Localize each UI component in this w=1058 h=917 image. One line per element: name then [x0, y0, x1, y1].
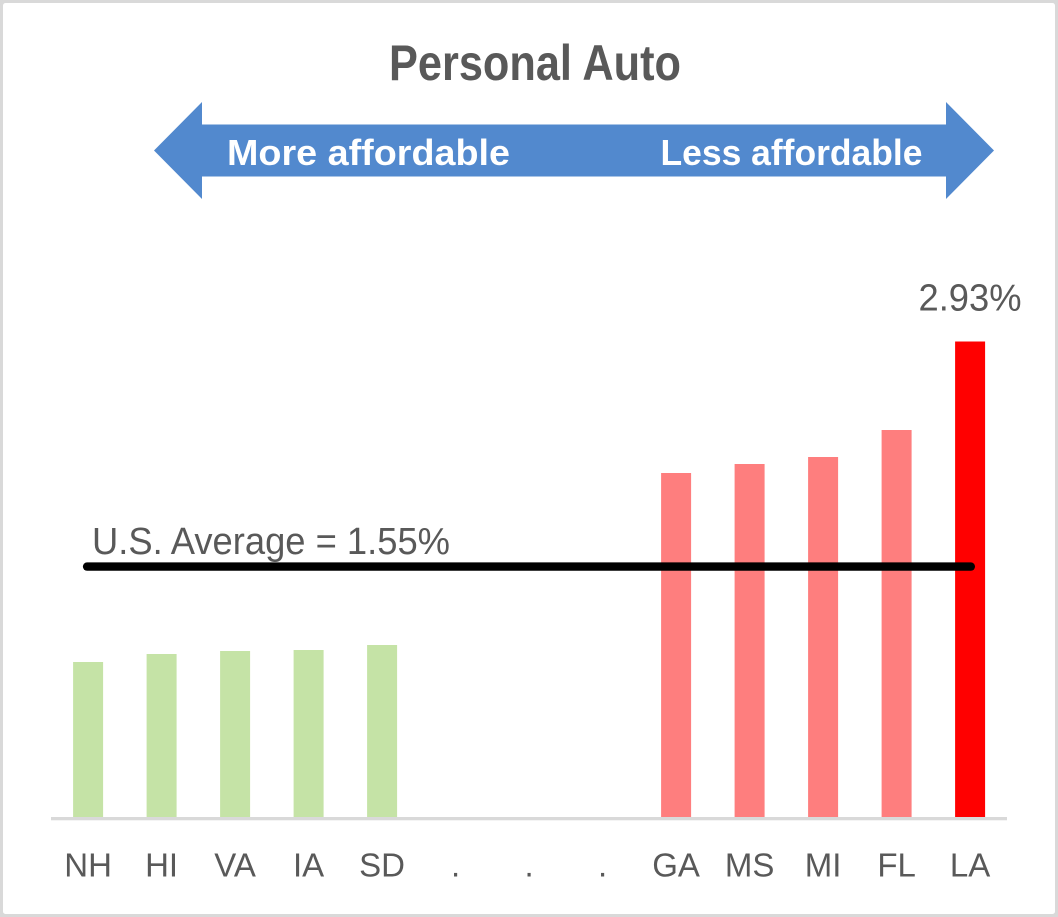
svg-text:GA: GA — [652, 846, 700, 883]
svg-text:MI: MI — [805, 846, 842, 883]
svg-text:Less affordable: Less affordable — [661, 132, 923, 173]
svg-text:More affordable: More affordable — [227, 132, 510, 173]
svg-text:LA: LA — [950, 846, 990, 883]
svg-text:.: . — [525, 846, 534, 883]
svg-text:2.93%: 2.93% — [919, 278, 1022, 320]
svg-text:U.S. Average = 1.55%: U.S. Average = 1.55% — [92, 521, 450, 563]
svg-text:NH: NH — [64, 846, 112, 883]
svg-text:HI: HI — [145, 846, 178, 883]
svg-text:.: . — [598, 846, 607, 883]
svg-text:IA: IA — [293, 846, 324, 883]
svg-text:FL: FL — [877, 846, 916, 883]
svg-text:Personal Auto: Personal Auto — [389, 35, 681, 91]
svg-text:VA: VA — [214, 846, 256, 883]
svg-text:.: . — [451, 846, 460, 883]
svg-text:SD: SD — [359, 846, 405, 883]
svg-text:MS: MS — [725, 846, 775, 883]
